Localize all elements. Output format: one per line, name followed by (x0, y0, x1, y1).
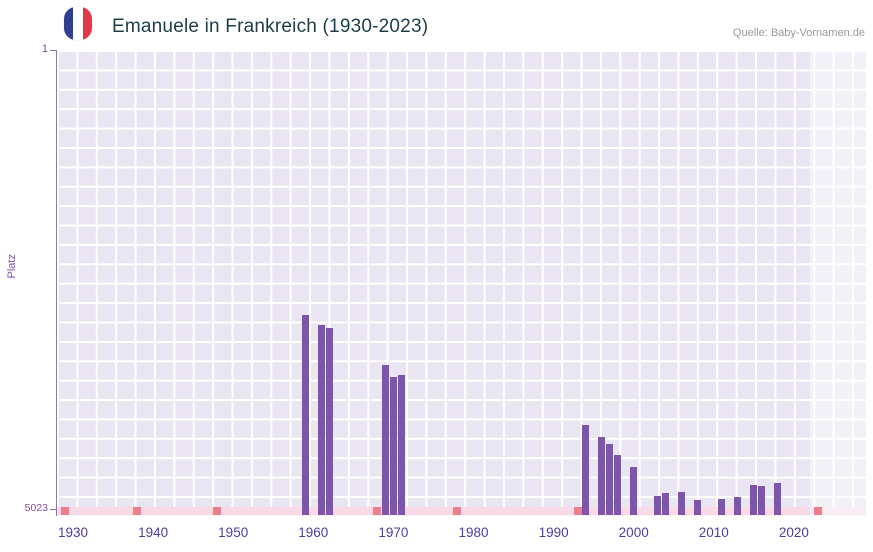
y-axis-label: Platz (6, 254, 18, 279)
baseline-marker-1993[interactable] (573, 507, 582, 515)
rank-bar-1998[interactable] (614, 454, 622, 515)
rank-bar-2008[interactable] (694, 499, 702, 515)
x-tick-label-1970: 1970 (378, 525, 409, 540)
x-tick-label-1980: 1980 (458, 525, 489, 540)
rank-bar-2000[interactable] (630, 466, 638, 515)
y-tick-label-bottom: 5023 (24, 502, 48, 514)
x-tick-label-1960: 1960 (298, 525, 329, 540)
rank-bar-1962[interactable] (325, 327, 333, 515)
x-tick-label-1990: 1990 (538, 525, 569, 540)
flag-blue-stripe (64, 7, 74, 40)
y-axis-line (56, 50, 57, 516)
rank-bar-2003[interactable] (654, 495, 662, 515)
rank-bar-2013[interactable] (734, 496, 742, 515)
x-tick-label-2020: 2020 (778, 525, 809, 540)
france-flag-icon (64, 7, 92, 40)
rank-bar-1959[interactable] (301, 314, 309, 515)
y-tick-mark-top (50, 50, 56, 51)
flag-red-stripe (82, 7, 92, 40)
y-tick-mark-bottom (50, 509, 56, 510)
baseline-marker-1968[interactable] (373, 507, 382, 515)
x-tick-label-2010: 2010 (698, 525, 729, 540)
rank-bar-2016[interactable] (758, 485, 766, 515)
rank-bar-2011[interactable] (718, 498, 726, 515)
y-tick-label-top: 1 (41, 43, 48, 55)
x-tick-label-1930: 1930 (57, 525, 89, 540)
x-tick-label-2000: 2000 (618, 525, 649, 540)
rank-bar-1996[interactable] (598, 436, 606, 515)
rank-bar-2015[interactable] (750, 484, 758, 515)
x-tick-label-1940: 1940 (138, 525, 169, 540)
baseline-marker-1929[interactable] (61, 507, 69, 515)
baseline-marker-1948[interactable] (213, 507, 222, 515)
rank-bar-1961[interactable] (317, 325, 325, 515)
plot-area (57, 50, 866, 516)
rank-bar-2006[interactable] (678, 492, 686, 515)
rank-bar-1994[interactable] (582, 424, 590, 515)
baseline-marker-1938[interactable] (133, 507, 142, 515)
baseline-marker-2023[interactable] (813, 507, 822, 515)
source-credit: Quelle: Baby-Vornamen.de (732, 27, 865, 39)
x-tick-label-1950: 1950 (218, 525, 249, 540)
flag-white-stripe (73, 7, 83, 40)
rank-bar-1997[interactable] (606, 443, 614, 515)
chart-title: Emanuele in Frankreich (1930-2023) (112, 16, 429, 37)
rank-bar-2018[interactable] (774, 483, 782, 515)
rank-bar-1969[interactable] (381, 365, 389, 515)
baseline-marker-1978[interactable] (453, 507, 462, 515)
baseline-strip (57, 507, 866, 515)
x-axis-labels: 1930 1940 1950 1960 1970 1980 1990 2000 2010 2020 (0, 525, 873, 545)
rank-bar-2004[interactable] (662, 493, 670, 515)
rank-bar-1971[interactable] (397, 375, 405, 515)
recent-years-band (809, 50, 866, 516)
rank-bar-1970[interactable] (389, 377, 397, 515)
